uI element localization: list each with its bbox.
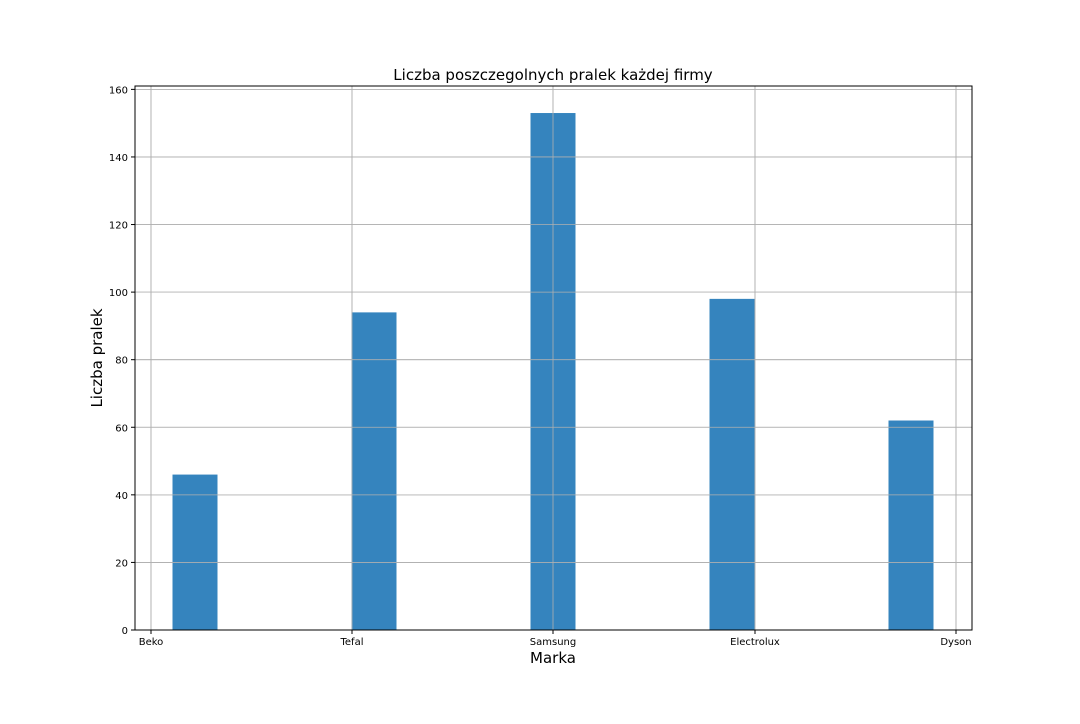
bar-dyson <box>888 420 934 630</box>
x-axis-label: Marka <box>530 649 576 667</box>
y-tick-label: 100 <box>109 288 128 299</box>
y-tick-label: 20 <box>115 558 128 569</box>
x-tick-label: Samsung <box>530 637 576 648</box>
x-tick-label: Tefal <box>340 637 364 648</box>
x-tick-label: Electrolux <box>730 637 780 648</box>
bar-tefal <box>351 312 397 630</box>
x-axis-ticks: Beko Tefal Samsung Electrolux Dyson <box>139 630 972 648</box>
chart-title: Liczba poszczegolnych pralek każdej firm… <box>393 66 713 84</box>
y-axis-label: Liczba pralek <box>88 308 106 407</box>
x-tick-label: Dyson <box>940 637 971 648</box>
y-tick-label: 140 <box>109 153 128 164</box>
bar-beko <box>172 474 218 630</box>
y-tick-label: 120 <box>109 221 128 232</box>
y-tick-label: 160 <box>109 85 128 96</box>
y-tick-label: 40 <box>115 491 128 502</box>
bar-electrolux <box>709 298 755 630</box>
y-tick-label: 0 <box>122 626 128 637</box>
x-tick-label: Beko <box>139 637 164 648</box>
y-tick-label: 60 <box>115 423 128 434</box>
y-tick-label: 80 <box>115 356 128 367</box>
y-axis-ticks: 0 20 40 60 80 100 120 140 160 <box>109 85 135 637</box>
